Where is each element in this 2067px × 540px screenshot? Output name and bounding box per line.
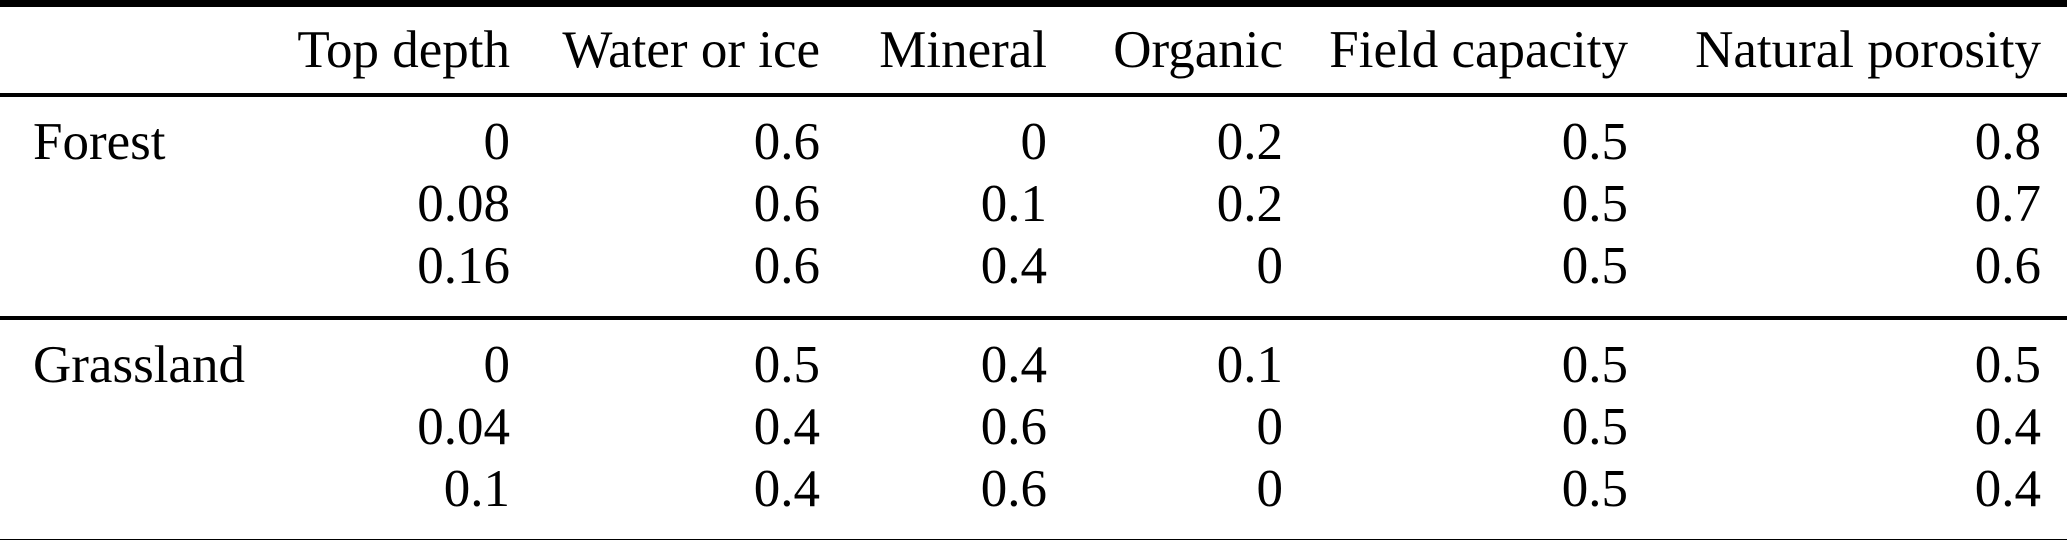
header-row: Top depth Water or ice Mineral Organic F…	[0, 3, 2067, 97]
table-cell-mineral: 0.6	[980, 459, 1047, 518]
column-header-water-or-ice: Water or ice	[510, 3, 820, 97]
table-cell-mineral: 0.1	[980, 174, 1047, 233]
table-cell-organic: 0.2	[1216, 174, 1283, 233]
table-cell-mineral: 0	[1020, 112, 1048, 171]
table-cell-top-depth: 0.16	[417, 236, 510, 295]
table-cell-field-capacity: 0.5	[1561, 397, 1628, 456]
column-header-blank	[0, 3, 290, 97]
table-cell-natural-porosity: 0.4	[1974, 459, 2041, 518]
column-header-natural-porosity: Natural porosity	[1628, 3, 2067, 97]
table-cell-natural-porosity: 0.5	[1974, 335, 2041, 394]
table-cell-organic: 0	[1256, 397, 1284, 456]
column-header-organic: Organic	[1047, 3, 1283, 97]
table-cell-field-capacity: 0.5	[1561, 459, 1628, 518]
table-row: 0.04 0.4 0.6 0 0.5 0.4	[0, 396, 2067, 458]
table-cell-field-capacity: 0.5	[1561, 112, 1628, 171]
table-row: Grassland 0 0.5 0.4 0.1 0.5 0.5	[0, 318, 2067, 396]
row-group-label-empty	[0, 458, 290, 540]
table-cell-organic: 0.1	[1216, 335, 1283, 394]
table-cell-top-depth: 0.04	[417, 397, 510, 456]
table-cell-organic: 0.2	[1216, 112, 1283, 171]
table-row: Forest 0 0.6 0 0.2 0.5 0.8	[0, 95, 2067, 173]
table-cell-mineral: 0.4	[980, 335, 1047, 394]
table-cell-natural-porosity: 0.4	[1974, 397, 2041, 456]
table-header: Top depth Water or ice Mineral Organic F…	[0, 3, 2067, 97]
table-cell-field-capacity: 0.5	[1561, 335, 1628, 394]
table-cell-top-depth: 0	[483, 335, 511, 394]
table-cell-water-or-ice: 0.6	[753, 236, 820, 295]
table-cell-water-or-ice: 0.6	[753, 174, 820, 233]
column-header-mineral: Mineral	[820, 3, 1047, 97]
row-group-label-grassland: Grassland	[33, 335, 245, 394]
table-row: 0.16 0.6 0.4 0 0.5 0.6	[0, 235, 2067, 318]
table-row: 0.1 0.4 0.6 0 0.5 0.4	[0, 458, 2067, 540]
table-cell-natural-porosity: 0.8	[1974, 112, 2041, 171]
table-cell-organic: 0	[1256, 459, 1284, 518]
table-cell-organic: 0	[1256, 236, 1284, 295]
table-cell-top-depth: 0.1	[443, 459, 510, 518]
row-group-label-forest: Forest	[33, 112, 166, 171]
table-row: 0.08 0.6 0.1 0.2 0.5 0.7	[0, 173, 2067, 235]
table-cell-field-capacity: 0.5	[1561, 236, 1628, 295]
forest-section: Forest 0 0.6 0 0.2 0.5 0.8 0.08 0.6 0.1 …	[0, 95, 2067, 318]
table-cell-water-or-ice: 0.4	[753, 459, 820, 518]
table-cell-mineral: 0.6	[980, 397, 1047, 456]
row-group-label-empty	[0, 396, 290, 458]
column-header-field-capacity: Field capacity	[1283, 3, 1628, 97]
table-cell-field-capacity: 0.5	[1561, 174, 1628, 233]
table-cell-top-depth: 0.08	[417, 174, 510, 233]
table-cell-water-or-ice: 0.4	[753, 397, 820, 456]
row-group-label-empty	[0, 235, 290, 318]
table-cell-water-or-ice: 0.5	[753, 335, 820, 394]
table-cell-natural-porosity: 0.7	[1974, 174, 2041, 233]
table-cell-mineral: 0.4	[980, 236, 1047, 295]
row-group-label-empty	[0, 173, 290, 235]
table-cell-natural-porosity: 0.6	[1974, 236, 2041, 295]
column-header-top-depth: Top depth	[290, 3, 510, 97]
table-cell-top-depth: 0	[483, 112, 511, 171]
grassland-section: Grassland 0 0.5 0.4 0.1 0.5 0.5 0.04 0.4…	[0, 318, 2067, 540]
table-cell-water-or-ice: 0.6	[753, 112, 820, 171]
